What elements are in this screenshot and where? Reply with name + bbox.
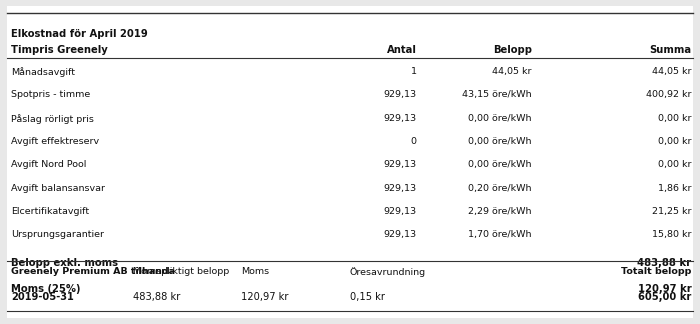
Text: 0,00 öre/kWh: 0,00 öre/kWh xyxy=(468,160,532,169)
Text: Timpris Greenely: Timpris Greenely xyxy=(11,45,108,55)
Text: Påslag rörligt pris: Påslag rörligt pris xyxy=(11,114,94,123)
Text: Avgift Nord Pool: Avgift Nord Pool xyxy=(11,160,87,169)
Text: 929,13: 929,13 xyxy=(384,184,416,193)
Text: 0,00 öre/kWh: 0,00 öre/kWh xyxy=(468,137,532,146)
Text: Avgift effektreserv: Avgift effektreserv xyxy=(11,137,99,146)
Text: 483,88 kr: 483,88 kr xyxy=(638,258,692,268)
Text: 44,05 kr: 44,05 kr xyxy=(652,67,692,76)
Text: 120,97 kr: 120,97 kr xyxy=(241,292,289,302)
Text: 929,13: 929,13 xyxy=(384,160,416,169)
Text: Elcertifikatavgift: Elcertifikatavgift xyxy=(11,207,90,216)
Text: 929,13: 929,13 xyxy=(384,207,416,216)
Text: 0,20 öre/kWh: 0,20 öre/kWh xyxy=(468,184,532,193)
Text: Elkostnad för April 2019: Elkostnad för April 2019 xyxy=(11,29,148,39)
Text: 605,00 kr: 605,00 kr xyxy=(638,292,692,302)
Text: Öresavrundning: Öresavrundning xyxy=(350,267,426,277)
Text: Totalt belopp: Totalt belopp xyxy=(621,267,692,276)
Text: Greenely Premium AB tilhanda: Greenely Premium AB tilhanda xyxy=(11,267,175,276)
Text: 120,97 kr: 120,97 kr xyxy=(638,284,692,294)
Text: 43,15 öre/kWh: 43,15 öre/kWh xyxy=(463,90,532,99)
Text: 1,86 kr: 1,86 kr xyxy=(658,184,692,193)
Text: 0,00 kr: 0,00 kr xyxy=(658,137,692,146)
Text: 21,25 kr: 21,25 kr xyxy=(652,207,692,216)
Text: Avgift balansansvar: Avgift balansansvar xyxy=(11,184,105,193)
Text: Belopp: Belopp xyxy=(493,45,532,55)
Text: Månadsavgift: Månadsavgift xyxy=(11,67,75,77)
Text: 0,00 kr: 0,00 kr xyxy=(658,114,692,123)
Text: Moms (25%): Moms (25%) xyxy=(11,284,80,294)
Text: 2019-05-31: 2019-05-31 xyxy=(11,292,74,302)
Text: Antal: Antal xyxy=(386,45,416,55)
Text: 15,80 kr: 15,80 kr xyxy=(652,230,692,239)
Text: 0: 0 xyxy=(410,137,416,146)
Text: 0,00 kr: 0,00 kr xyxy=(658,160,692,169)
Text: 0,15 kr: 0,15 kr xyxy=(350,292,385,302)
Text: 929,13: 929,13 xyxy=(384,230,416,239)
Text: 1,70 öre/kWh: 1,70 öre/kWh xyxy=(468,230,532,239)
Text: 929,13: 929,13 xyxy=(384,90,416,99)
Text: 483,88 kr: 483,88 kr xyxy=(133,292,181,302)
Text: Belopp exkl. moms: Belopp exkl. moms xyxy=(11,258,118,268)
Text: 44,05 kr: 44,05 kr xyxy=(493,67,532,76)
Text: Moms: Moms xyxy=(241,267,270,276)
Text: 2,29 öre/kWh: 2,29 öre/kWh xyxy=(468,207,532,216)
Text: Summa: Summa xyxy=(650,45,692,55)
Text: Momspliktigt belopp: Momspliktigt belopp xyxy=(133,267,230,276)
Text: 1: 1 xyxy=(410,67,416,76)
Text: 0,00 öre/kWh: 0,00 öre/kWh xyxy=(468,114,532,123)
Text: Spotpris - timme: Spotpris - timme xyxy=(11,90,90,99)
Text: 929,13: 929,13 xyxy=(384,114,416,123)
Text: 400,92 kr: 400,92 kr xyxy=(646,90,692,99)
Text: Ursprungsgarantier: Ursprungsgarantier xyxy=(11,230,104,239)
